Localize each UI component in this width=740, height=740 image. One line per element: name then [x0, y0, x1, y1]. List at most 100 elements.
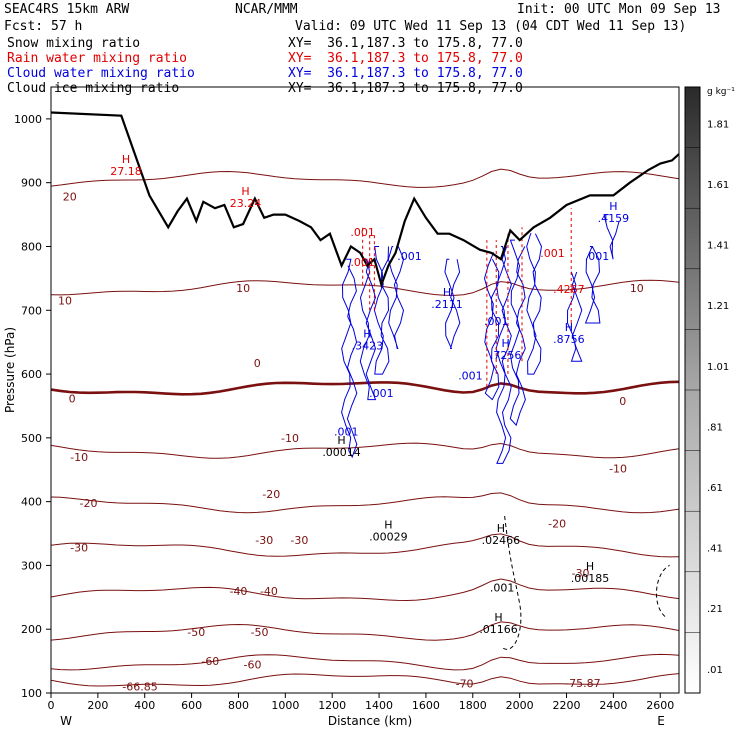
isotherm-label: -66.85 [122, 681, 157, 694]
extremum-marker: H [497, 522, 505, 535]
x-tick-label: 400 [134, 699, 155, 712]
isotherm-label: -20 [548, 517, 566, 530]
extremum-marker: H [501, 337, 509, 350]
extremum-value: .2111 [431, 298, 463, 311]
y-tick-label: 800 [21, 240, 42, 253]
field-name-cloud-ice: Cloud ice mixing ratio [7, 81, 180, 96]
isotherm-label: -20 [262, 488, 280, 501]
isotherm-label: 10 [58, 295, 72, 308]
isotherm-label: 0 [69, 392, 76, 405]
colorbar-label: .21 [707, 604, 723, 615]
extremum-value: .001 [458, 369, 483, 382]
extremum-value: .02466 [482, 534, 521, 547]
extremum-label: .001 [484, 315, 509, 328]
extremum-value: .8756 [553, 333, 585, 346]
fcst-label: Fcst: [4, 19, 44, 34]
x-tick-label: 2600 [646, 699, 674, 712]
x-tick-label: 600 [181, 699, 202, 712]
extremum-marker: H [122, 153, 130, 166]
extremum-value: .001 [585, 250, 610, 263]
extremum-marker: H [337, 434, 345, 447]
isotherm-label: 0 [619, 395, 626, 408]
extremum-value: 23.24 [230, 197, 262, 210]
isotherm-label: -30 [290, 534, 308, 547]
y-tick-label: 100 [21, 687, 42, 700]
isotherm-label: -20 [80, 497, 98, 510]
cloud-water-contour [566, 271, 583, 362]
isotherm-0 [51, 380, 679, 396]
extremum-label: H23.24 [230, 185, 262, 210]
extremum-label: .001 [369, 387, 394, 400]
extremum-value: .001 [490, 582, 515, 595]
extremum-label: .001 [350, 226, 375, 239]
cloud-water-contour [444, 258, 461, 349]
isotherm-label: 20 [63, 191, 77, 204]
extremum-label: .001 [458, 369, 483, 382]
cloud-water-contour [359, 258, 377, 401]
extremum-label: H.3423 [352, 327, 384, 352]
isotherm--70 [51, 673, 679, 687]
cloud-water-contour [341, 258, 358, 459]
isotherm--10 [51, 442, 679, 459]
cloud-water-contour [584, 245, 601, 324]
colorbar-label: .41 [707, 544, 723, 555]
extremum-label: H.02466 [482, 522, 521, 547]
extremum-marker: H [443, 286, 451, 299]
extremum-value: 27.18 [110, 165, 142, 178]
x-tick-label: 1200 [318, 699, 346, 712]
extremum-value: .3423 [352, 339, 384, 352]
isotherm-label: -75.87 [565, 677, 600, 690]
extremum-label: H.00185 [571, 560, 610, 585]
isotherm--50 [51, 621, 679, 641]
extremum-marker: H [241, 185, 249, 198]
extremum-marker: H [565, 321, 573, 334]
isotherm-label: -30 [70, 542, 88, 555]
x-tick-label: 2200 [553, 699, 581, 712]
isotherm-label: -40 [229, 585, 247, 598]
isotherm-label: 10 [236, 282, 250, 295]
extremum-label: .001 [585, 250, 610, 263]
colorbar-label: 1.21 [707, 301, 729, 312]
y-tick-label: 400 [21, 496, 42, 509]
extremum-value: .00014 [322, 446, 361, 459]
extremum-label: H.8756 [553, 321, 585, 346]
cloud-ice-contour-east [655, 564, 670, 617]
y-tick-label: 700 [21, 304, 42, 317]
isotherm--40 [51, 578, 679, 602]
extremum-label: H.7256 [490, 337, 522, 362]
extremum-marker: H [586, 560, 594, 573]
cloud-water-contour [526, 233, 543, 375]
extremum-label: .001 [540, 247, 565, 260]
extremum-value: .00185 [571, 572, 610, 585]
cloud-water-contour [509, 239, 526, 427]
isotherm-label: -60 [244, 658, 262, 671]
colorbar-label: .61 [707, 483, 723, 494]
isotherm-label: -40 [260, 585, 278, 598]
extremum-value: .001 [334, 425, 359, 438]
cloud-water-contour [387, 245, 405, 349]
extremum-value: .001 [397, 250, 422, 263]
extremum-label: H.4159 [598, 200, 630, 225]
x-tick-label: 0 [48, 699, 55, 712]
terrain-line [51, 111, 679, 289]
isotherm-label: -60 [201, 655, 219, 668]
cloud-water-contour [483, 252, 500, 401]
fcst-value: 57 h [51, 19, 83, 34]
isotherm-label: -10 [281, 432, 299, 445]
extremum-value: .00029 [369, 531, 408, 544]
colorbar-label: 1.81 [707, 119, 729, 130]
isotherm-label: -10 [70, 451, 88, 464]
y-axis-title: Pressure (hPa) [3, 327, 17, 413]
extremum-marker: H [494, 611, 502, 624]
extremum-label: .001 [350, 256, 375, 269]
x-tick-label: 2000 [506, 699, 534, 712]
x-tick-label: 2400 [599, 699, 627, 712]
center-title: NCAR/MMM [235, 2, 298, 17]
colorbar-label: .01 [707, 665, 723, 676]
field-name-rain: Rain water mixing ratio [7, 51, 188, 66]
extremum-label: H.00014 [322, 434, 361, 459]
x-tick-label: 200 [87, 699, 108, 712]
extremum-value: .001 [484, 315, 509, 328]
isotherm--30 [51, 533, 679, 558]
